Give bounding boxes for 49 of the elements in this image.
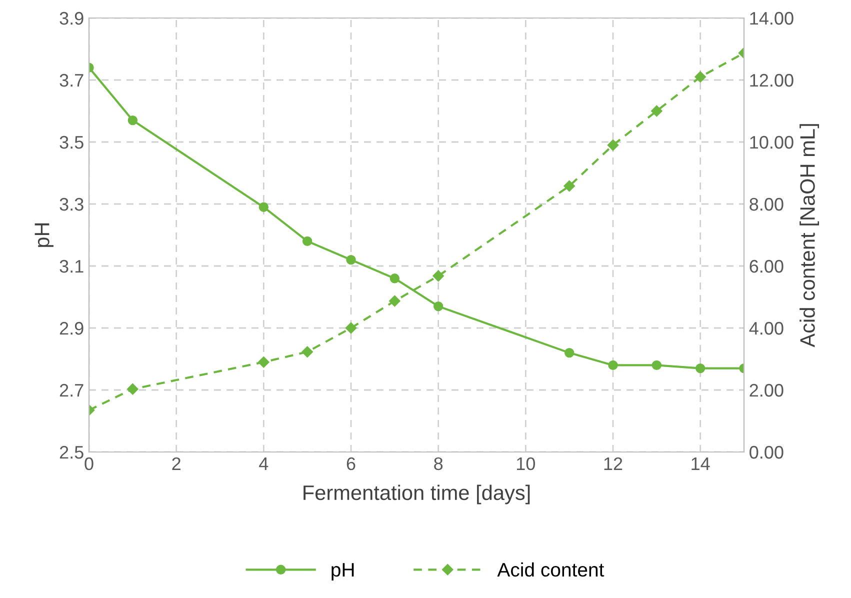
point <box>390 274 400 284</box>
point <box>302 346 313 358</box>
x-tick-label: 10 <box>517 457 536 470</box>
legend-label: pH <box>332 563 354 580</box>
point <box>694 71 706 83</box>
y-tick-label: 3.3 <box>60 198 84 211</box>
y2-tick-label: 14.00 <box>750 12 794 25</box>
point <box>346 254 356 265</box>
y-tick-label: 3.9 <box>60 12 84 25</box>
point <box>607 139 619 151</box>
y2-tick-label: 10.00 <box>750 136 794 149</box>
x-tick-label: 6 <box>346 457 356 470</box>
point <box>564 180 575 192</box>
point <box>128 115 138 126</box>
y2-tick-label: 6.00 <box>750 260 784 273</box>
x-tick-label: 0 <box>84 457 94 470</box>
point <box>432 270 444 282</box>
x-tick-label: 14 <box>692 458 710 470</box>
y-tick-label: 2.7 <box>60 384 84 397</box>
y-tick-label: 3.7 <box>60 74 84 87</box>
y-tick-label: 2.5 <box>60 446 84 459</box>
point <box>258 202 269 212</box>
legend-label: Acid content <box>497 562 604 577</box>
y2-tick-label: 0.00 <box>750 446 784 459</box>
y-tick-label: 3.1 <box>60 260 84 273</box>
point <box>389 295 400 307</box>
y-tick-label: 2.9 <box>60 322 84 335</box>
y-tick-label: 3.5 <box>60 136 84 149</box>
point <box>127 383 138 395</box>
point <box>302 236 312 246</box>
x-tick-label: 4 <box>259 458 268 470</box>
point <box>564 348 574 358</box>
x-axis-title: Fermentation time [days] <box>304 484 530 504</box>
point <box>258 356 270 368</box>
y2-tick-label: 4.00 <box>749 322 784 335</box>
point <box>433 301 444 312</box>
point <box>608 360 618 370</box>
x-tick-label: 8 <box>434 457 443 470</box>
x-tick-label: 12 <box>604 457 622 470</box>
y-axis-title: pH <box>34 223 54 247</box>
y2-tick-label: 12.00 <box>750 74 794 87</box>
y2-tick-label: 2.00 <box>750 384 784 397</box>
y2-axis-title: Acid content [NaOH mL] <box>800 124 820 348</box>
x-tick-label: 2 <box>172 457 180 470</box>
point <box>695 363 706 374</box>
point <box>651 105 662 117</box>
y2-tick-label: 8.00 <box>750 198 784 211</box>
point <box>345 322 357 334</box>
point <box>652 360 662 370</box>
